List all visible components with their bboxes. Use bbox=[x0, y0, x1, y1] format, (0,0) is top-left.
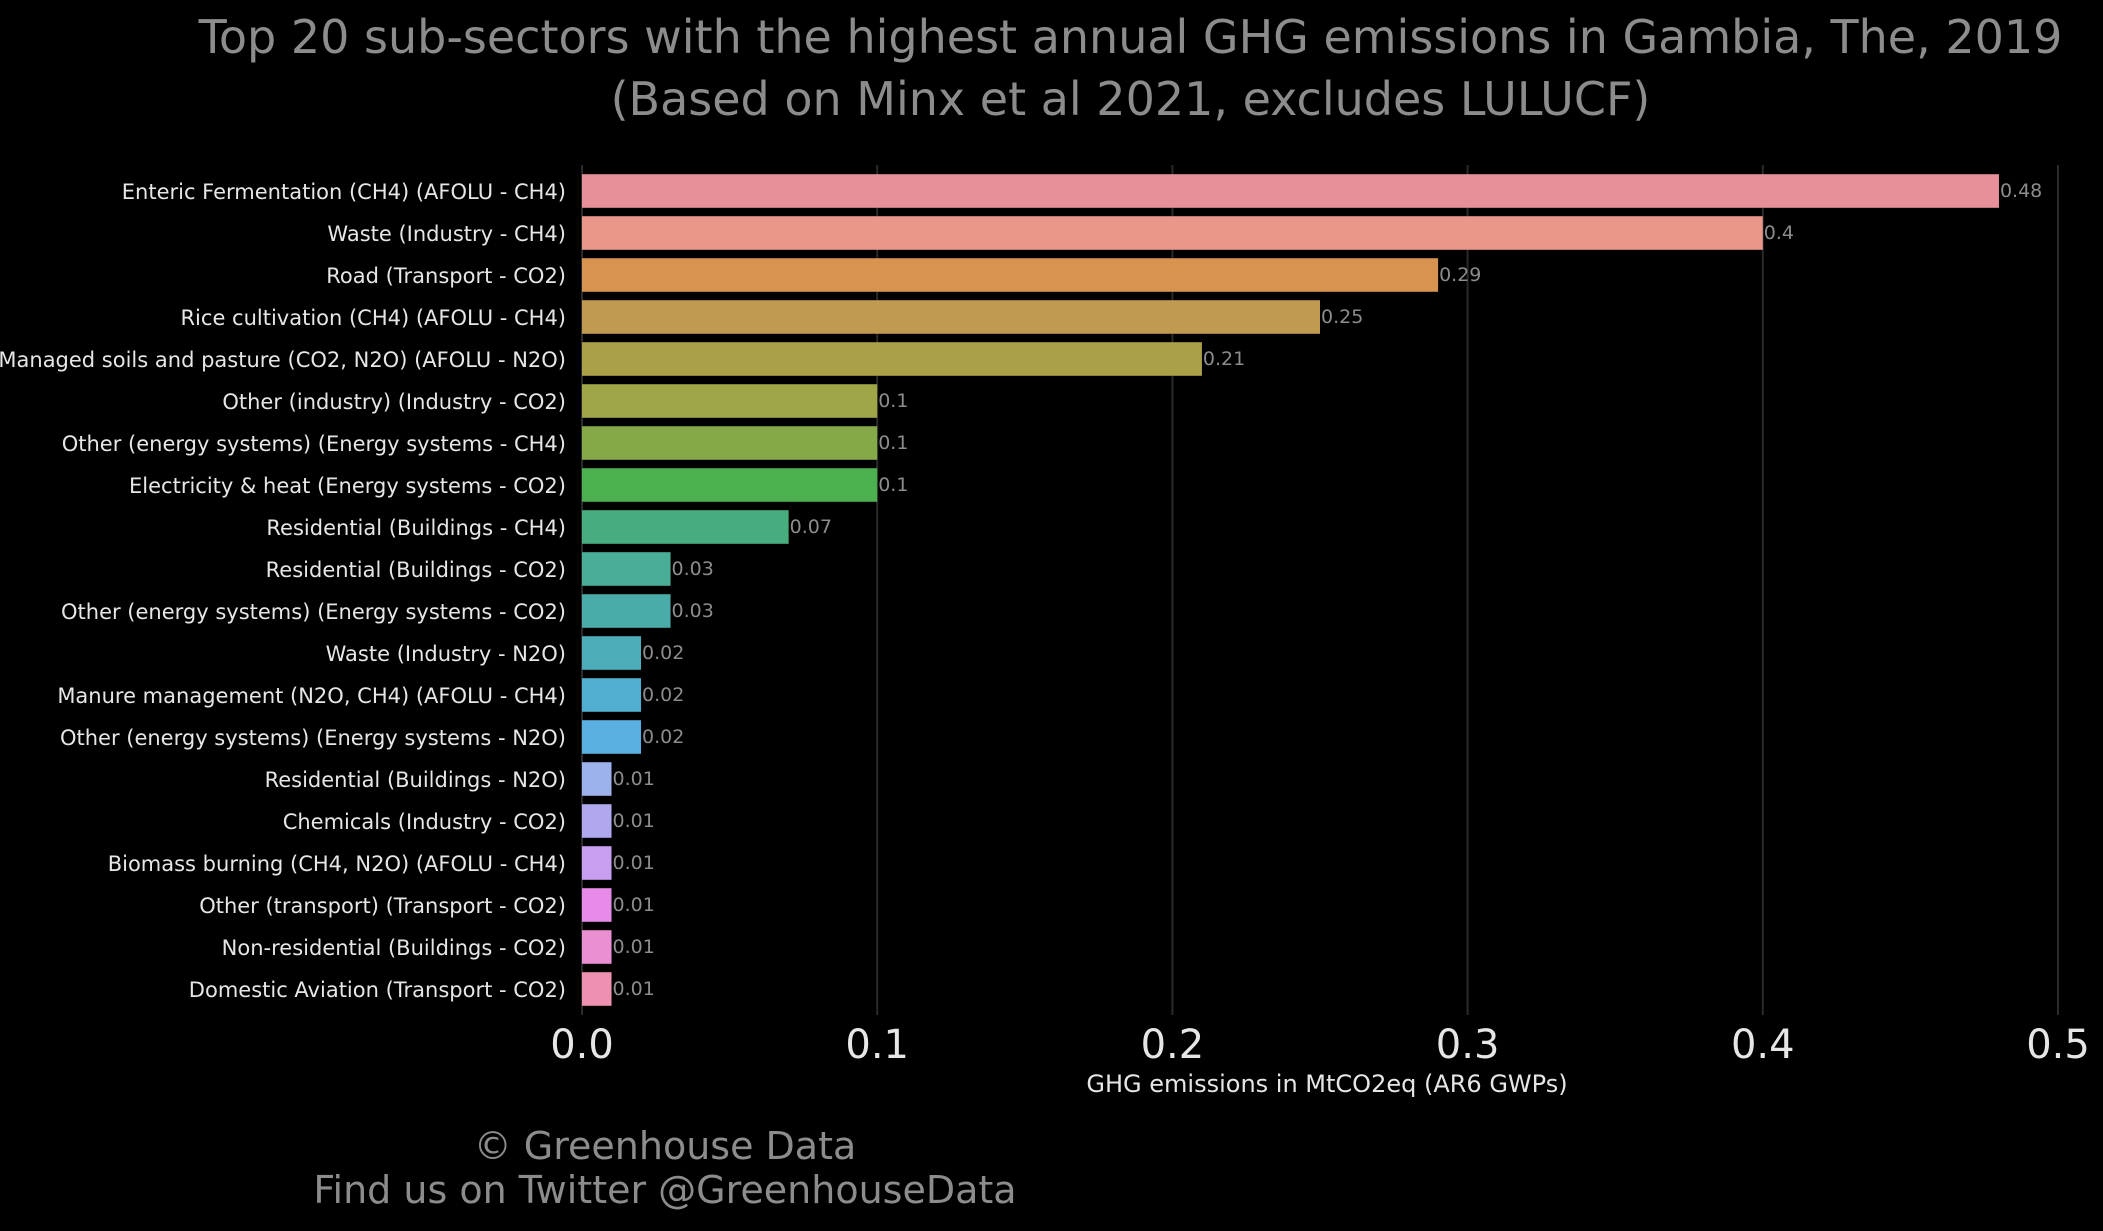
data-label: 0.03 bbox=[672, 600, 714, 622]
x-axis-label: GHG emissions in MtCO2eq (AR6 GWPs) bbox=[1086, 1070, 1567, 1098]
x-tick-label: 0.2 bbox=[1141, 1022, 1205, 1068]
data-label: 0.48 bbox=[2000, 180, 2042, 202]
category-label: Chemicals (Industry - CO2) bbox=[283, 810, 566, 834]
x-axis-ticks: 0.0 0.1 0.2 0.3 0.4 0.5 bbox=[550, 1022, 2090, 1068]
data-label: 0.21 bbox=[1203, 348, 1245, 370]
value-labels: 0.48 0.4 0.29 0.25 0.21 0.1 0.1 0.1 0.07 0.03 0.03… bbox=[613, 180, 2043, 1000]
data-label: 0.29 bbox=[1439, 264, 1481, 286]
data-label: 0.02 bbox=[642, 726, 684, 748]
bar bbox=[582, 384, 878, 418]
bar bbox=[582, 636, 642, 670]
bar bbox=[582, 930, 612, 964]
category-label: Domestic Aviation (Transport - CO2) bbox=[189, 978, 566, 1002]
bars bbox=[582, 174, 1999, 1006]
category-label: Other (transport) (Transport - CO2) bbox=[199, 894, 566, 918]
bar bbox=[582, 174, 1999, 208]
category-label: Non-residential (Buildings - CO2) bbox=[222, 936, 566, 960]
bar bbox=[582, 342, 1202, 376]
data-label: 0.02 bbox=[642, 642, 684, 664]
twitter-handle: Find us on Twitter @GreenhouseData bbox=[313, 1168, 1017, 1212]
x-tick-label: 0.0 bbox=[550, 1022, 614, 1068]
category-label: Rice cultivation (CH4) (AFOLU - CH4) bbox=[180, 306, 566, 330]
bar bbox=[582, 300, 1320, 334]
data-label: 0.01 bbox=[613, 978, 655, 1000]
bar bbox=[582, 468, 878, 502]
category-label: Biomass burning (CH4, N2O) (AFOLU - CH4) bbox=[108, 852, 566, 876]
category-label: Other (industry) (Industry - CO2) bbox=[222, 390, 566, 414]
data-label: 0.01 bbox=[613, 852, 655, 874]
category-label: Electricity & heat (Energy systems - CO2… bbox=[129, 474, 566, 498]
bar bbox=[582, 720, 642, 754]
category-labels: Enteric Fermentation (CH4) (AFOLU - CH4)… bbox=[0, 180, 566, 1002]
data-label: 0.01 bbox=[613, 894, 655, 916]
data-label: 0.07 bbox=[790, 516, 832, 538]
bar bbox=[582, 216, 1763, 250]
data-label: 0.01 bbox=[613, 936, 655, 958]
chart-title-line: Top 20 sub-sectors with the highest annu… bbox=[198, 10, 2063, 64]
data-label: 0.02 bbox=[642, 684, 684, 706]
chart-title: Top 20 sub-sectors with the highest annu… bbox=[0, 6, 2103, 130]
copyright-text: © Greenhouse Data bbox=[473, 1124, 857, 1168]
category-label: Manure management (N2O, CH4) (AFOLU - CH… bbox=[57, 684, 566, 708]
bar bbox=[582, 426, 878, 460]
bar bbox=[582, 678, 642, 712]
data-label: 0.25 bbox=[1321, 306, 1363, 328]
category-label: Residential (Buildings - CO2) bbox=[266, 558, 566, 582]
category-label: Residential (Buildings - N2O) bbox=[265, 768, 566, 792]
data-label: 0.01 bbox=[613, 768, 655, 790]
grid-lines bbox=[581, 165, 2059, 1015]
bar bbox=[582, 804, 612, 838]
x-tick-label: 0.1 bbox=[845, 1022, 909, 1068]
bar bbox=[582, 888, 612, 922]
credits: © Greenhouse Data Find us on Twitter @Gr… bbox=[0, 1124, 1330, 1212]
bar bbox=[582, 846, 612, 880]
x-tick-label: 0.5 bbox=[2026, 1022, 2090, 1068]
category-label: Waste (Industry - N2O) bbox=[326, 642, 566, 666]
data-label: 0.01 bbox=[613, 810, 655, 832]
data-label: 0.03 bbox=[672, 558, 714, 580]
bar bbox=[582, 258, 1439, 292]
chart-subtitle: (Based on Minx et al 2021, excludes LULU… bbox=[610, 72, 1651, 126]
bar bbox=[582, 972, 612, 1006]
category-label: Residential (Buildings - CH4) bbox=[266, 516, 566, 540]
category-label: Waste (Industry - CH4) bbox=[327, 222, 566, 246]
category-label: Other (energy systems) (Energy systems -… bbox=[60, 726, 566, 750]
bar bbox=[582, 552, 671, 586]
bar bbox=[582, 510, 789, 544]
x-tick-label: 0.4 bbox=[1731, 1022, 1795, 1068]
data-label: 0.1 bbox=[878, 390, 908, 412]
data-label: 0.4 bbox=[1764, 222, 1794, 244]
category-label: Managed soils and pasture (CO2, N2O) (AF… bbox=[0, 348, 566, 372]
category-label: Other (energy systems) (Energy systems -… bbox=[62, 432, 566, 456]
category-label: Other (energy systems) (Energy systems -… bbox=[61, 600, 566, 624]
data-label: 0.1 bbox=[878, 432, 908, 454]
bar bbox=[582, 594, 671, 628]
x-tick-label: 0.3 bbox=[1436, 1022, 1500, 1068]
category-label: Enteric Fermentation (CH4) (AFOLU - CH4) bbox=[122, 180, 566, 204]
category-label: Road (Transport - CO2) bbox=[326, 264, 566, 288]
data-label: 0.1 bbox=[878, 474, 908, 496]
bar bbox=[582, 762, 612, 796]
